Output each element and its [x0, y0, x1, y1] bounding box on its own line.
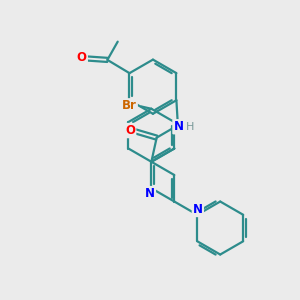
Text: H: H [186, 122, 194, 132]
Text: N: N [193, 203, 203, 216]
Text: O: O [77, 51, 87, 64]
Text: Br: Br [122, 99, 137, 112]
Text: O: O [125, 124, 135, 137]
Text: N: N [173, 120, 184, 133]
Text: N: N [145, 187, 155, 200]
